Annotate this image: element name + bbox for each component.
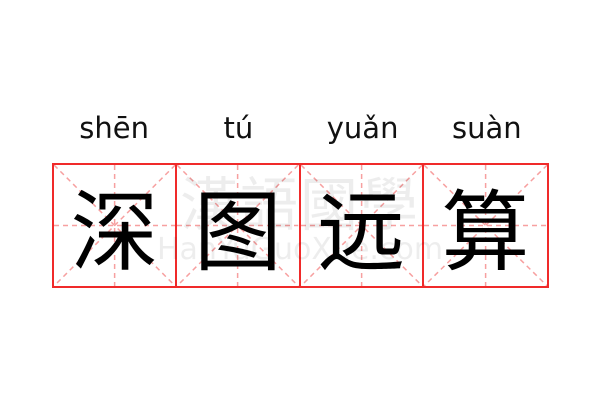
hanzi-3: 远 <box>317 181 406 284</box>
pinyin-4: suàn <box>452 111 522 145</box>
pinyin-3: yuǎn <box>326 111 399 145</box>
guide-line <box>424 165 547 286</box>
guide-lines <box>54 165 175 286</box>
pinyin-row: shēn tú yuǎn suàn <box>52 108 549 148</box>
grid-cell: 图 <box>177 165 301 286</box>
guide-line <box>54 165 175 286</box>
guide-lines <box>301 165 422 286</box>
character-grid: 深 图 远 算 <box>52 163 549 288</box>
guide-lines <box>424 165 547 286</box>
grid-cell: 远 <box>301 165 424 286</box>
hanzi-4: 算 <box>441 181 530 284</box>
hanzi-1: 深 <box>70 181 159 284</box>
guide-lines <box>177 165 298 286</box>
grid-cell: 算 <box>424 165 547 286</box>
guide-line <box>177 165 298 286</box>
guide-line <box>424 165 547 286</box>
hanzi-2: 图 <box>193 181 282 284</box>
grid-cell: 深 <box>54 165 178 286</box>
pinyin-1: shēn <box>79 111 149 145</box>
guide-line <box>301 165 422 286</box>
pinyin-2: tú <box>223 111 254 145</box>
